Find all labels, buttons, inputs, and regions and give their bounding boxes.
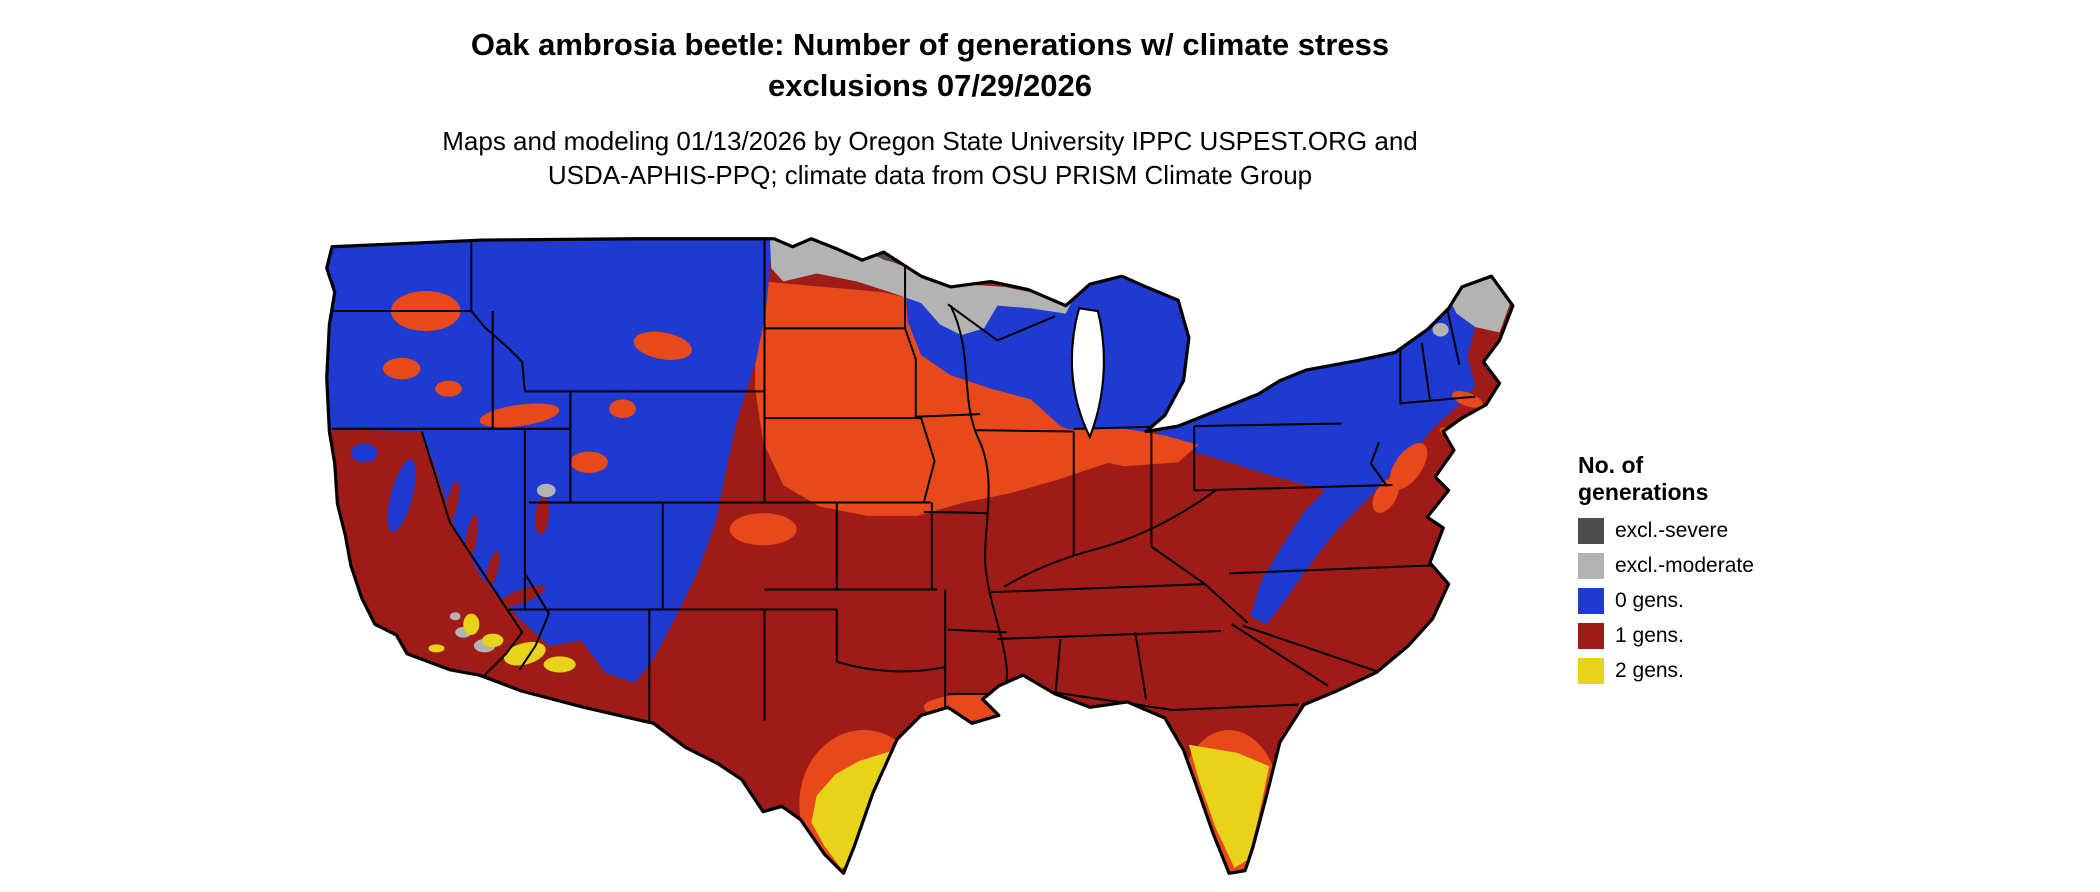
us-outline xyxy=(325,237,1515,875)
legend-label-excl-severe: excl.-severe xyxy=(1615,519,1729,542)
legend-label-excl-moderate: excl.-moderate xyxy=(1615,554,1754,577)
zone-2-gens-florida xyxy=(1188,744,1270,868)
legend: No. of generations excl.-severe excl.-mo… xyxy=(1578,452,1754,692)
legend-label-0-gens: 0 gens. xyxy=(1615,589,1684,612)
map-title-line2: exclusions 07/29/2026 xyxy=(767,68,1093,103)
legend-swatch-2-gens xyxy=(1578,657,1604,684)
legend-label-2-gens: 2 gens. xyxy=(1615,659,1684,682)
lake-michigan xyxy=(1070,307,1105,440)
map-subtitle: Maps and modeling 01/13/2026 by Oregon S… xyxy=(442,124,1418,192)
zone-transition-patches xyxy=(382,290,1483,546)
legend-swatch-excl-severe xyxy=(1578,517,1604,544)
legend-swatch-1-gens xyxy=(1578,622,1604,649)
zone-0-gens-northeast xyxy=(1140,297,1479,625)
legend-item-excl-severe: excl.-severe xyxy=(1578,517,1754,544)
legend-title-line2: generations xyxy=(1578,479,1709,505)
map-title-line1: Oak ambrosia beetle: Number of generatio… xyxy=(470,27,1390,62)
map-subtitle-line2: USDA-APHIS-PPQ; climate data from OSU PR… xyxy=(547,160,1313,190)
legend-items: excl.-severe excl.-moderate 0 gens. 1 ge… xyxy=(1578,517,1754,684)
legend-swatch-excl-moderate xyxy=(1578,552,1604,579)
legend-swatch-0-gens xyxy=(1578,587,1604,614)
us-map-svg xyxy=(325,237,1515,875)
state-borders xyxy=(332,238,1476,724)
map-title: Oak ambrosia beetle: Number of generatio… xyxy=(471,24,1389,106)
legend-title-line1: No. of xyxy=(1578,452,1644,478)
zone-excl-moderate-maine xyxy=(1448,276,1511,333)
us-map xyxy=(321,228,1540,884)
zone-excl-moderate-north xyxy=(769,238,1072,336)
legend-title: No. of generations xyxy=(1578,452,1754,506)
legend-item-2-gens: 2 gens. xyxy=(1578,657,1754,684)
map-subtitle-line1: Maps and modeling 01/13/2026 by Oregon S… xyxy=(442,126,1418,156)
legend-item-excl-moderate: excl.-moderate xyxy=(1578,552,1754,579)
legend-label-1-gens: 1 gens. xyxy=(1615,624,1684,647)
legend-item-1-gens: 1 gens. xyxy=(1578,622,1754,649)
legend-item-0-gens: 0 gens. xyxy=(1578,587,1754,614)
